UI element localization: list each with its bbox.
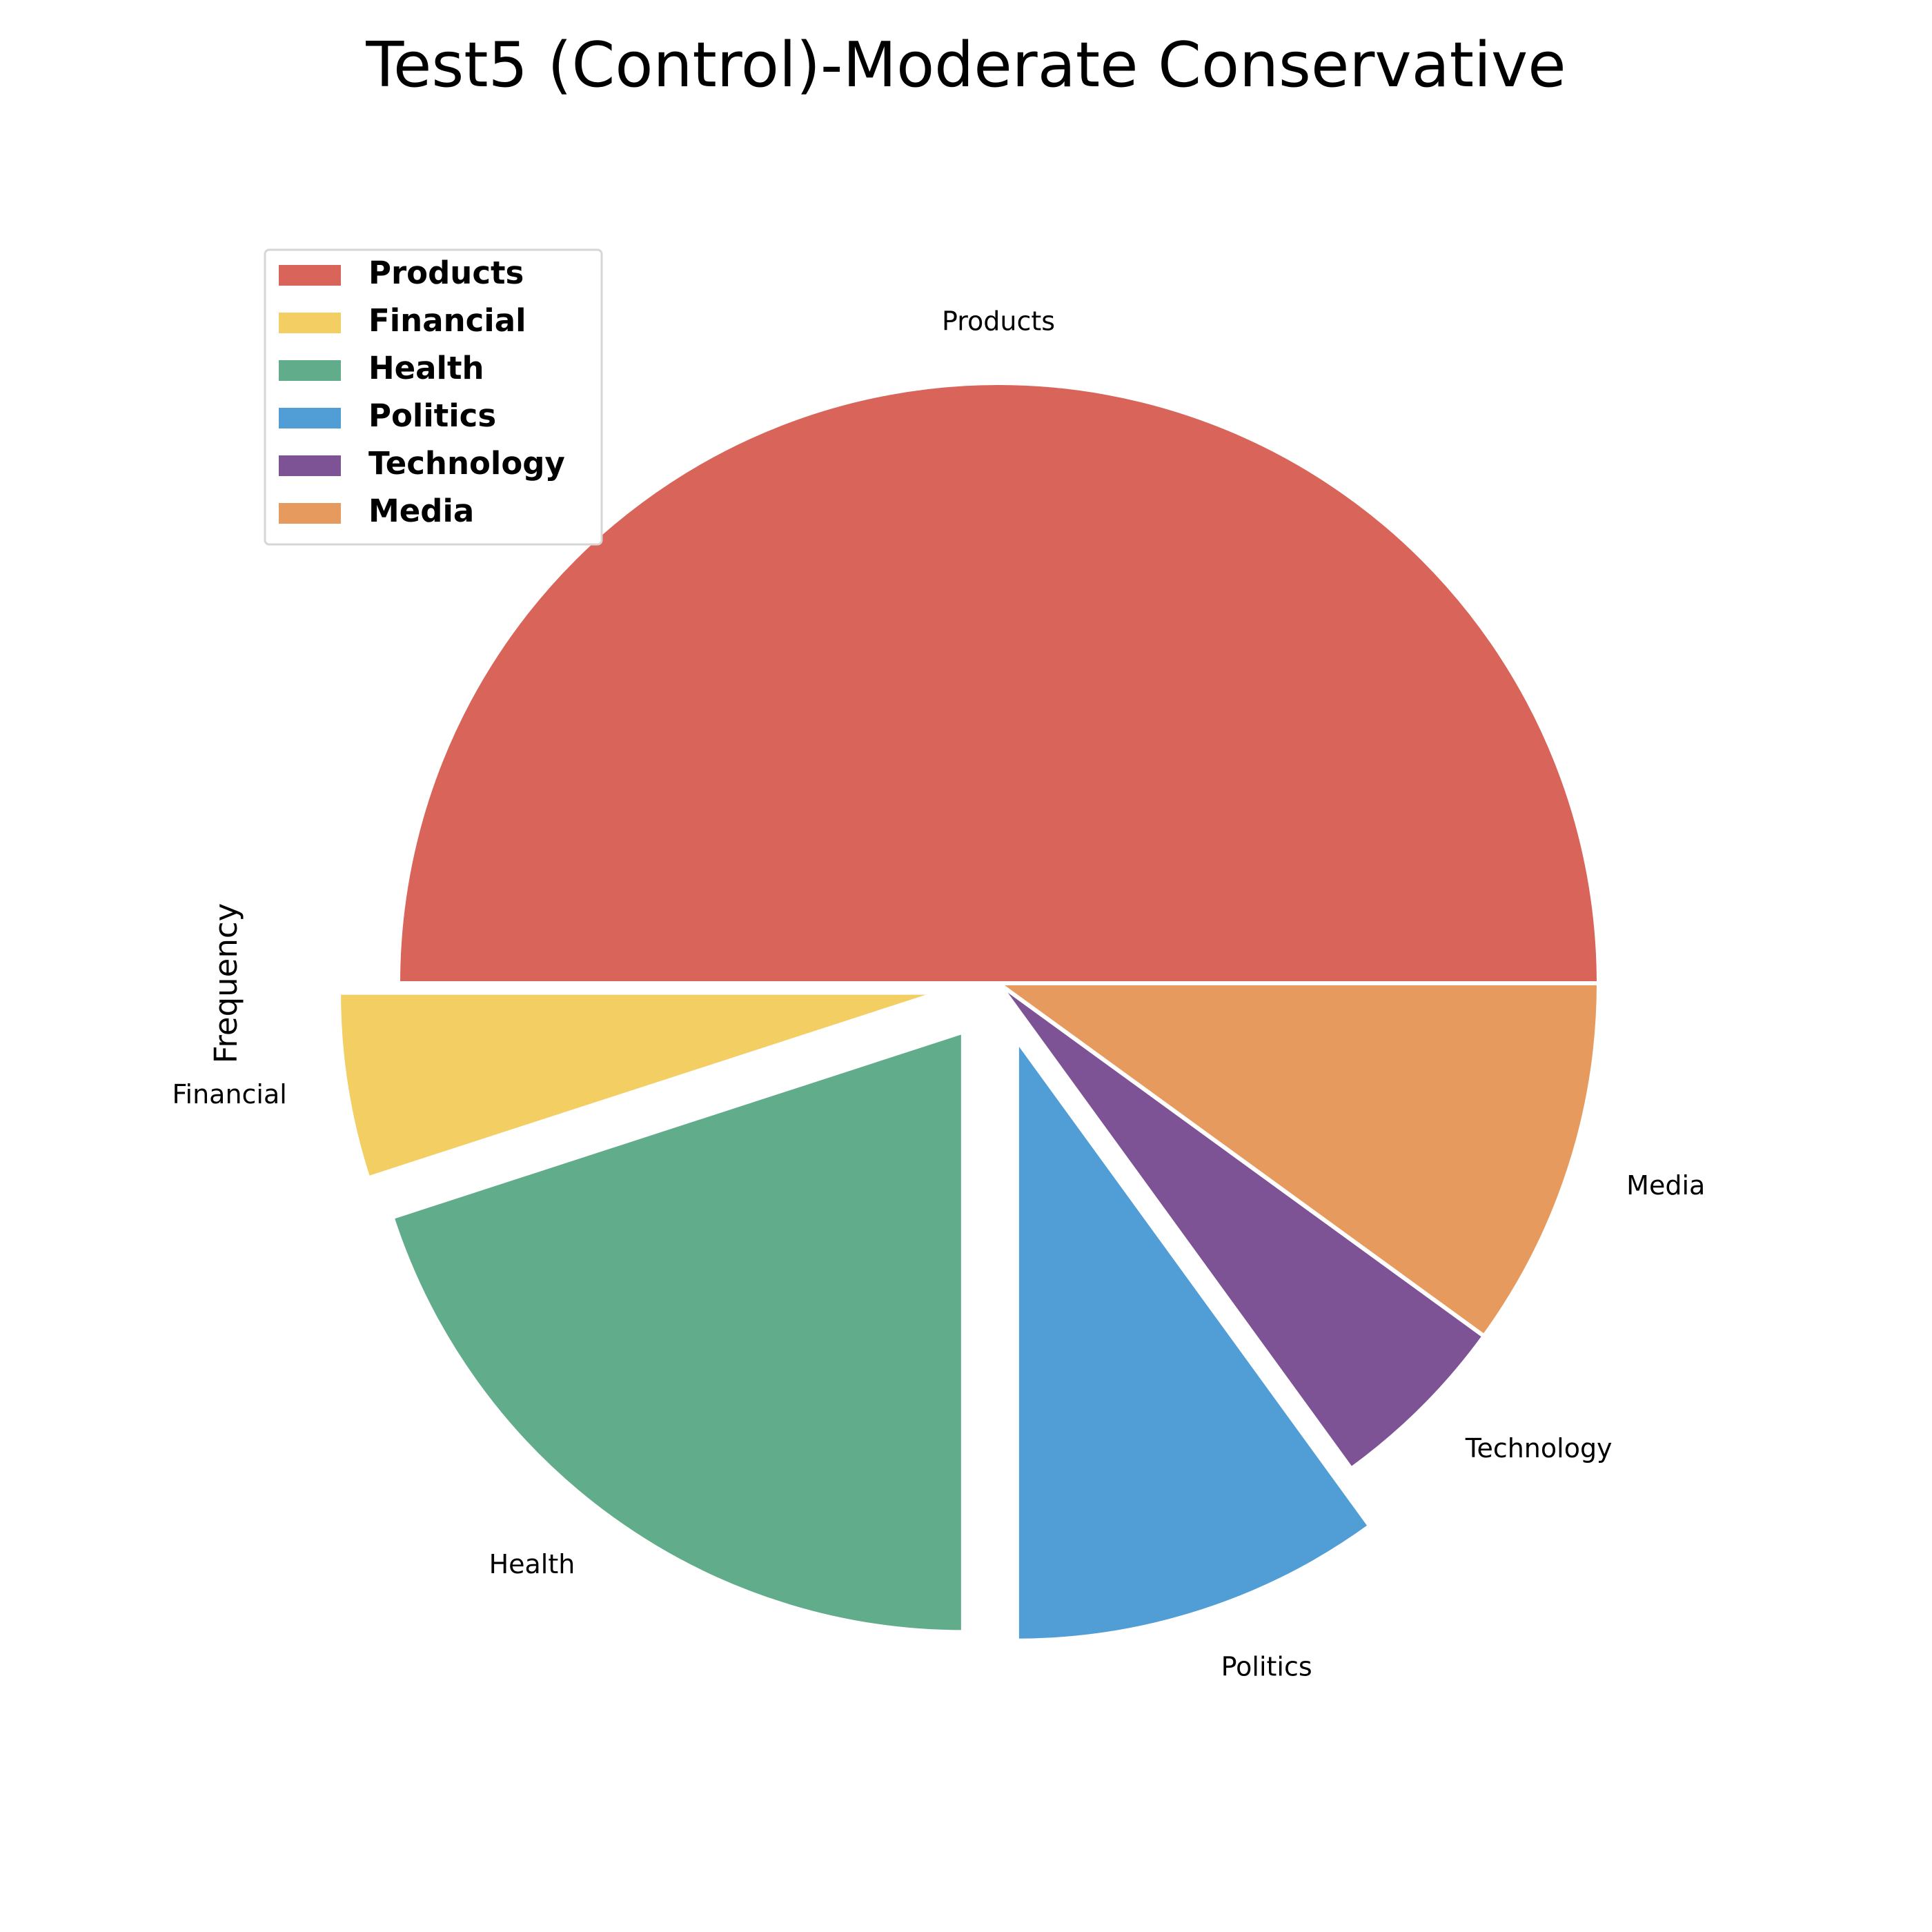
pie-slice-health xyxy=(389,1029,965,1635)
pie-slices xyxy=(337,381,1601,1643)
slice-label-health: Health xyxy=(489,1549,575,1579)
pie-slice-technology xyxy=(996,981,1488,1472)
legend-swatch-media xyxy=(279,503,341,524)
legend-frame xyxy=(264,248,603,546)
legend-label-politics: Politics xyxy=(368,397,496,434)
slice-label-products: Products xyxy=(942,306,1055,337)
chart-title: Test5 (Control)-Moderate Conservative xyxy=(365,29,1566,101)
y-axis-label: Frequency xyxy=(208,903,244,1063)
legend-label-health: Health xyxy=(368,350,484,386)
legend-swatch-technology xyxy=(279,455,341,476)
legend-label-products: Products xyxy=(368,255,524,291)
slice-label-media: Media xyxy=(1626,1170,1705,1201)
slice-label-financial: Financial xyxy=(172,1079,286,1110)
pie-slice-products xyxy=(395,381,1601,985)
legend-swatch-health xyxy=(279,360,341,381)
pie-slice-media xyxy=(992,981,1601,1339)
pie-slice-financial xyxy=(337,990,940,1181)
legend-label-technology: Technology xyxy=(368,445,565,482)
legend-swatch-financial xyxy=(279,313,341,333)
slice-label-politics: Politics xyxy=(1221,1651,1312,1682)
legend-label-media: Media xyxy=(368,493,474,529)
slice-label-technology: Technology xyxy=(1465,1433,1613,1463)
legend: Products Financial Health Politics Technolog… xyxy=(264,248,603,546)
legend-swatch-products xyxy=(279,265,341,286)
pie-slice-politics xyxy=(1014,1034,1373,1643)
pie-slice-labels: Products Financial Health Politics Technolog… xyxy=(172,306,1705,1682)
legend-label-financial: Financial xyxy=(368,302,526,339)
legend-swatch-politics xyxy=(279,408,341,428)
